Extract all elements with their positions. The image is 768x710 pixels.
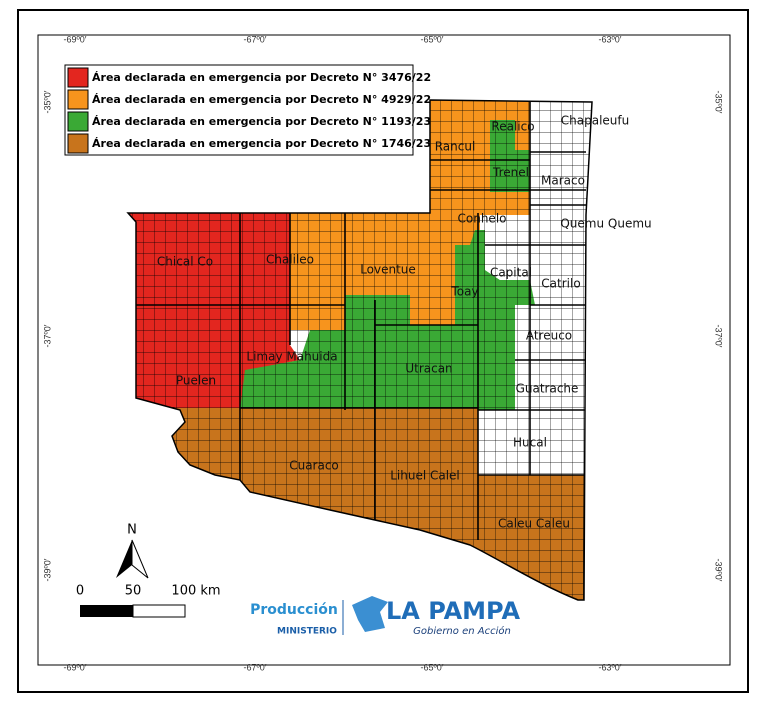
department-label: Chalileo <box>266 253 314 267</box>
department-label: Capital <box>490 266 532 280</box>
department-label: Atreuco <box>526 329 572 343</box>
longitude-label: -65º0′ <box>421 34 444 44</box>
department-label: Conhelo <box>458 212 507 226</box>
department-label: Cuaraco <box>289 459 339 473</box>
longitude-label: -69º0′ <box>64 34 87 44</box>
department-label: Realico <box>491 120 534 134</box>
legend <box>64 64 414 156</box>
latitude-label: -35º0′ <box>42 90 52 113</box>
legend-swatch <box>67 89 89 110</box>
logo: Producción MINISTERIO LA PAMPA Gobierno … <box>250 596 520 637</box>
legend-label: Área declarada en emergencia por Decreto… <box>92 115 431 128</box>
longitude-label: -67º0′ <box>244 662 267 672</box>
department-label: Caleu Caleu <box>498 517 570 531</box>
scale-label: 50 <box>125 584 142 599</box>
longitude-label: -65º0′ <box>421 662 444 672</box>
logo-slogan: Gobierno en Acción <box>413 625 511 637</box>
legend-swatch <box>67 133 89 154</box>
department-label: Chical Co <box>157 255 213 269</box>
scale-label: 0 <box>76 584 84 599</box>
logo-sub: MINISTERIO <box>277 627 337 637</box>
province <box>128 100 592 600</box>
north-label: N <box>127 523 137 538</box>
department-label: Catrilo <box>541 277 580 291</box>
frame <box>17 9 749 693</box>
department-label: Quemu Quemu <box>560 217 651 231</box>
north-arrow: N <box>116 523 149 579</box>
longitude-label: -63º0′ <box>599 34 622 44</box>
department-label: Rancul <box>435 140 476 154</box>
legend-swatch <box>67 67 89 88</box>
latitude-label: -35º0′ <box>714 91 724 114</box>
inner-frame <box>37 34 731 666</box>
logo-ministry: Producción <box>250 602 338 618</box>
department-label: Limay Mahuida <box>246 350 337 364</box>
latitude-label: -37º0′ <box>42 324 52 347</box>
legend-swatch <box>67 111 89 132</box>
latitude-label: -37º0′ <box>714 325 724 348</box>
department-label: Chapaleufu <box>561 114 629 128</box>
longitude-label: -69º0′ <box>64 662 87 672</box>
department-label: Trenel <box>492 166 529 180</box>
logo-emblem <box>352 596 388 632</box>
latitude-label: -39º0′ <box>714 559 724 582</box>
latitude-label: -39º0′ <box>42 558 52 581</box>
department-label: Toay <box>450 285 478 299</box>
legend-label: Área declarada en emergencia por Decreto… <box>92 137 431 150</box>
department-label: Hucal <box>513 436 547 450</box>
department-label: Maraco <box>541 174 585 188</box>
scale-bar <box>132 604 186 618</box>
department-label: Guatrache <box>516 382 579 396</box>
department-label: Loventue <box>360 263 416 277</box>
longitude-label: -63º0′ <box>599 662 622 672</box>
department-label: Utracan <box>405 362 452 376</box>
scale-label: 100 km <box>171 584 220 599</box>
longitude-label: -67º0′ <box>244 34 267 44</box>
legend-label: Área declarada en emergencia por Decreto… <box>92 71 431 84</box>
scale-bar <box>80 605 133 617</box>
department-borders <box>136 100 586 540</box>
legend-label: Área declarada en emergencia por Decreto… <box>92 93 431 106</box>
department-label: Puelen <box>176 374 216 388</box>
logo-province: LA PAMPA <box>386 597 520 625</box>
department-label: Lihuel Calel <box>390 469 460 483</box>
